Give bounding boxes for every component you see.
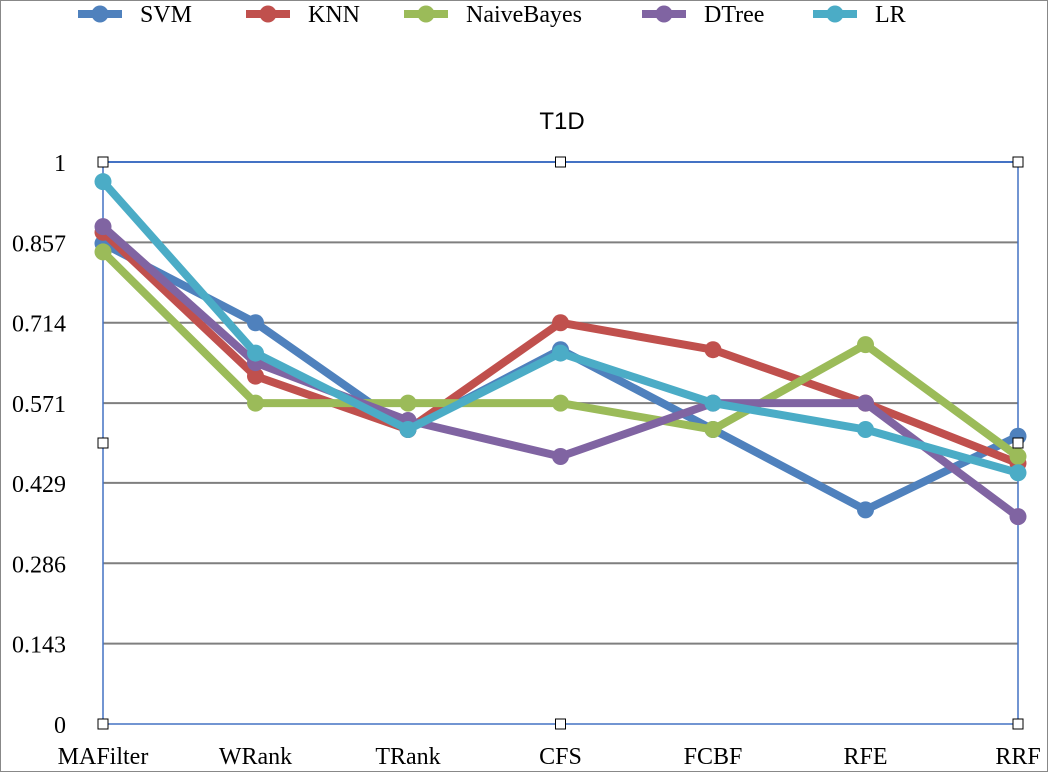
legend[interactable]: SVM KNN NaiveBayes DTree LR bbox=[78, 2, 906, 28]
y-tick-label: 0.429 bbox=[12, 472, 66, 498]
resize-handle[interactable] bbox=[97, 437, 109, 449]
legend-marker bbox=[826, 5, 844, 23]
data-point-naivebayes bbox=[399, 394, 417, 412]
resize-handle[interactable] bbox=[97, 156, 109, 168]
x-tick-label: WRank bbox=[219, 744, 292, 770]
legend-marker bbox=[259, 5, 277, 23]
data-point-naivebayes bbox=[247, 394, 264, 412]
data-point-naivebayes bbox=[704, 421, 722, 439]
data-point-dtree bbox=[1009, 508, 1027, 526]
legend-marker bbox=[91, 5, 109, 23]
x-tick-label: CFS bbox=[539, 744, 582, 770]
resize-handle[interactable] bbox=[555, 156, 566, 168]
data-point-svm bbox=[247, 314, 264, 332]
data-point-dtree bbox=[552, 447, 569, 465]
resize-handle[interactable] bbox=[555, 718, 566, 730]
y-tick-label: 0.714 bbox=[12, 312, 66, 338]
legend-item-lr[interactable]: LR bbox=[813, 2, 906, 28]
data-point-naivebayes bbox=[857, 336, 874, 354]
resize-handle[interactable] bbox=[1012, 156, 1024, 168]
data-point-lr bbox=[857, 421, 874, 439]
y-tick-labels: 0 0.143 0.286 0.429 0.571 0.714 0.857 1 bbox=[12, 151, 66, 739]
x-tick-label: MAFilter bbox=[58, 744, 149, 770]
legend-label: SVM bbox=[140, 2, 192, 28]
data-point-knn bbox=[552, 314, 569, 332]
legend-marker bbox=[417, 5, 435, 23]
data-point-lr bbox=[94, 173, 112, 191]
data-point-svm bbox=[857, 501, 874, 519]
y-tick-label: 0.143 bbox=[12, 633, 66, 659]
data-point-dtree bbox=[857, 394, 874, 412]
legend-item-knn[interactable]: KNN bbox=[246, 2, 360, 28]
resize-handle[interactable] bbox=[1012, 718, 1024, 730]
x-tick-label: TRank bbox=[375, 744, 440, 770]
legend-label: DTree bbox=[704, 2, 764, 28]
data-point-naivebayes bbox=[94, 243, 112, 261]
resize-handle[interactable] bbox=[97, 718, 109, 730]
legend-item-naivebayes[interactable]: NaiveBayes bbox=[404, 2, 582, 28]
data-point-lr bbox=[1009, 464, 1027, 482]
legend-marker bbox=[655, 5, 673, 23]
chart-title: T1D bbox=[539, 108, 584, 135]
resize-handle[interactable] bbox=[1012, 437, 1024, 449]
data-point-lr bbox=[552, 344, 569, 362]
y-tick-label: 1 bbox=[54, 151, 66, 177]
data-point-lr bbox=[247, 344, 264, 362]
y-tick-label: 0.857 bbox=[12, 231, 66, 257]
data-point-dtree bbox=[94, 218, 112, 236]
plot-area-handles[interactable] bbox=[97, 156, 1024, 730]
data-point-naivebayes bbox=[1009, 447, 1027, 465]
x-tick-label: RFE bbox=[843, 744, 887, 770]
data-point-naivebayes bbox=[552, 394, 569, 412]
x-tick-labels: MAFilter WRank TRank CFS FCBF RFE RRF bbox=[58, 744, 1041, 770]
data-point-knn bbox=[704, 341, 722, 359]
data-point-lr bbox=[704, 394, 722, 412]
x-tick-label: RRF bbox=[995, 744, 1040, 770]
legend-item-dtree[interactable]: DTree bbox=[642, 2, 764, 28]
y-tick-label: 0.571 bbox=[12, 392, 66, 418]
legend-label: LR bbox=[875, 2, 906, 28]
legend-label: NaiveBayes bbox=[466, 2, 582, 28]
legend-label: KNN bbox=[308, 2, 360, 28]
data-point-knn bbox=[247, 367, 264, 385]
x-tick-label: FCBF bbox=[684, 744, 743, 770]
y-tick-label: 0 bbox=[54, 713, 66, 739]
series-lines bbox=[94, 173, 1027, 526]
data-point-lr bbox=[399, 421, 417, 439]
legend-item-svm[interactable]: SVM bbox=[78, 2, 192, 28]
y-tick-label: 0.286 bbox=[12, 552, 66, 578]
